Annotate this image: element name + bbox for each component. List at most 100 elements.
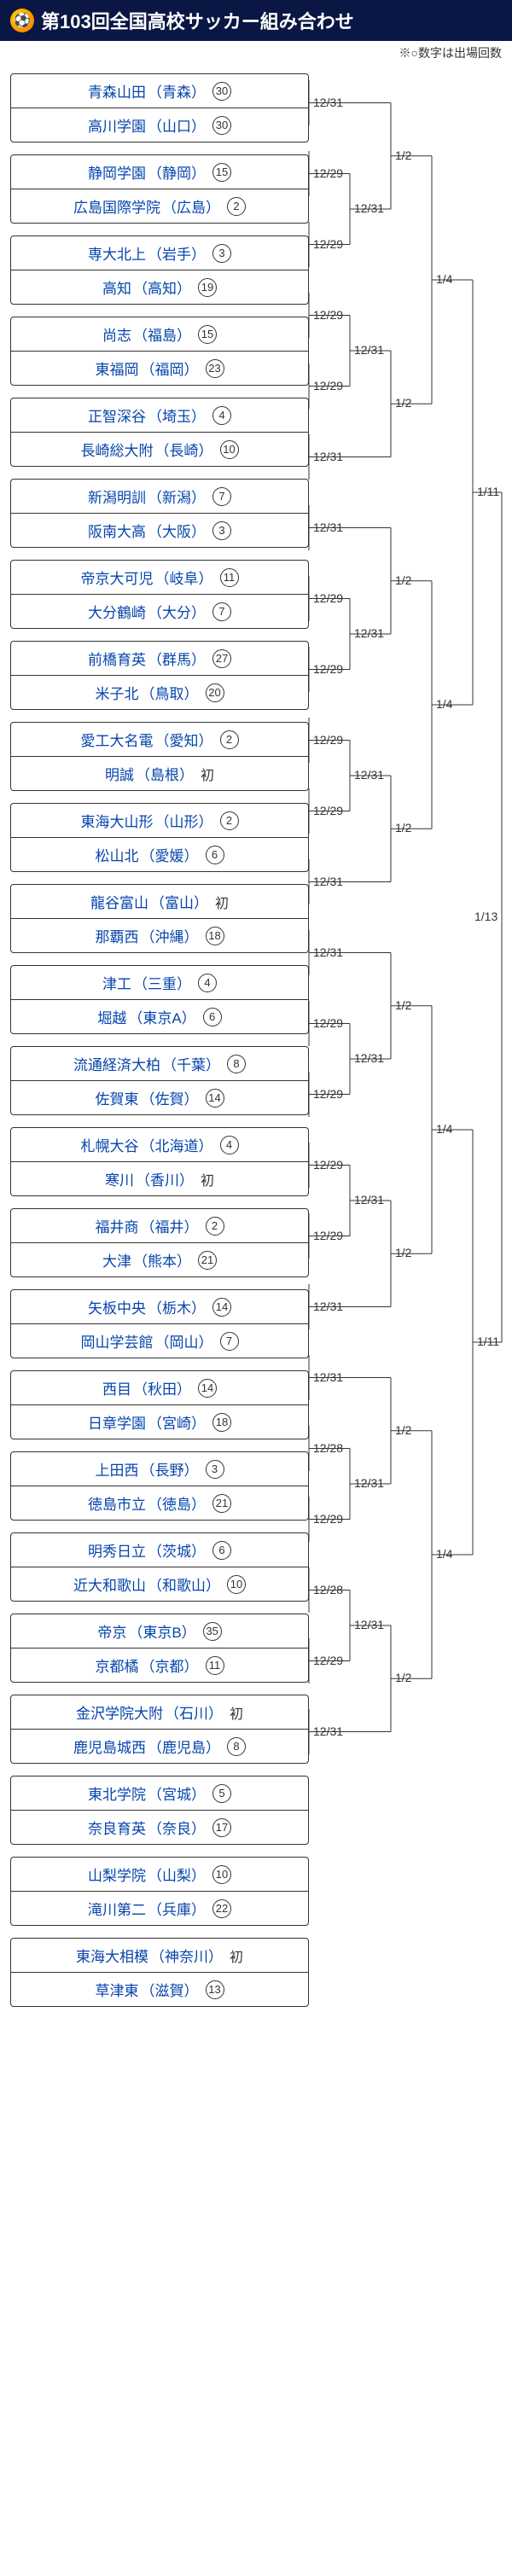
team-pref: （秋田）	[133, 1377, 191, 1398]
team-row: 奈良育英（奈良）17	[11, 1811, 308, 1844]
team-pref: （福島）	[133, 323, 191, 345]
team-pref: （宮崎）	[148, 1411, 206, 1433]
match-pair: 帝京（東京B）35京都橘（京都）11	[10, 1614, 309, 1683]
round1-date: 12/29	[313, 1158, 343, 1172]
team-pref: （香川）	[136, 1168, 194, 1189]
round1-date: 12/31	[313, 945, 343, 959]
round5-date: 1/11	[477, 485, 499, 498]
team-name: 尚志	[102, 323, 131, 345]
team-row: 金沢学院大附（石川）初	[11, 1695, 308, 1730]
team-row: 大津（熊本）21	[11, 1243, 308, 1276]
team-name: 長崎総大附	[81, 439, 154, 460]
match-pair: 東北学院（宮城）5奈良育英（奈良）17	[10, 1776, 309, 1845]
appearance-count: 30	[212, 82, 231, 101]
team-pref: （山口）	[148, 114, 206, 136]
team-name: 山梨学院	[88, 1864, 146, 1885]
appearance-count: 4	[198, 974, 217, 992]
team-pref: （三重）	[133, 972, 191, 993]
match-pair: 福井商（福井）2大津（熊本）21	[10, 1208, 309, 1277]
match-pair: 流通経済大柏（千葉） 8 佐賀東（佐賀）14	[10, 1046, 309, 1115]
match-pair: 上田西（長野）3徳島市立（徳島）21	[10, 1451, 309, 1521]
team-pref: （東京B）	[128, 1620, 195, 1642]
round3-date: 1/2	[395, 148, 411, 162]
team-name: 米子北	[96, 682, 139, 703]
round1-date: 12/31	[313, 520, 343, 534]
round3-date: 1/2	[395, 1671, 411, 1684]
round1-date: 12/29	[313, 166, 343, 180]
team-pref: （千葉）	[162, 1053, 220, 1074]
team-row: 高川学園（山口）30	[11, 108, 308, 142]
match-pair: 静岡学園（静岡）15広島国際学院（広島）2	[10, 154, 309, 224]
team-row: 東海大相模（神奈川）初	[11, 1939, 308, 1973]
team-pref: （徳島）	[148, 1492, 206, 1514]
round2-date: 12/31	[354, 1193, 384, 1207]
team-name: 高知	[102, 276, 131, 298]
team-pref: （奈良）	[148, 1817, 206, 1838]
appearance-count: 5	[212, 1784, 231, 1803]
team-pref: （茨城）	[148, 1539, 206, 1561]
round5-date: 1/11	[477, 1335, 499, 1348]
team-row: 佐賀東（佐賀）14	[11, 1081, 308, 1114]
appearance-count: 11	[206, 1656, 224, 1675]
appearance-count: 35	[203, 1622, 222, 1641]
appearance-count: 6	[203, 1008, 222, 1026]
team-name: 津工	[102, 972, 131, 993]
logo-icon: ⚽	[10, 9, 34, 32]
appearance-count: 15	[212, 163, 231, 182]
team-row: 大分鶴崎（大分）7	[11, 595, 308, 628]
round2-date: 12/31	[354, 768, 384, 782]
team-row: 鹿児島城西（鹿児島）8	[11, 1730, 308, 1763]
match-pair: 愛工大名電（愛知）2明誠（島根）初	[10, 722, 309, 791]
team-pref: （福井）	[141, 1215, 199, 1236]
team-pref: （兵庫）	[148, 1898, 206, 1919]
appearance-count: 20	[206, 683, 224, 702]
team-name: 徳島市立	[88, 1492, 146, 1514]
appearance-count: 18	[206, 927, 224, 945]
team-pref: （長野）	[141, 1458, 199, 1480]
first-appearance: 初	[230, 1945, 243, 1966]
team-name: 青森山田	[88, 80, 146, 102]
team-name: 札幌大谷	[81, 1134, 139, 1155]
appearance-count: 10	[212, 1865, 231, 1884]
team-pref: （埼玉）	[148, 404, 206, 426]
team-name: 新潟明訓	[88, 486, 146, 507]
team-pref: （東京A）	[128, 1006, 195, 1027]
round2-date: 12/31	[354, 1051, 384, 1065]
first-appearance: 初	[201, 764, 214, 784]
team-pref: （岡山）	[155, 1330, 213, 1352]
round1-date: 12/29	[313, 591, 343, 605]
appearance-count: 8	[227, 1055, 246, 1073]
team-row: 福井商（福井）2	[11, 1209, 308, 1243]
page-title: 第103回全国高校サッカー組み合わせ	[41, 7, 354, 34]
team-row: 東福岡（福岡）23	[11, 352, 308, 385]
round1-date: 12/29	[313, 1016, 343, 1030]
team-name: 広島国際学院	[73, 195, 160, 217]
team-name: 滝川第二	[88, 1898, 146, 1919]
team-pref: （愛知）	[155, 729, 213, 750]
team-pref: （新潟）	[148, 486, 206, 507]
round1-date: 12/29	[313, 379, 343, 393]
match-pair: 専大北上（岩手）3高知（高知）19	[10, 236, 309, 305]
round1-date: 12/29	[313, 237, 343, 251]
round3-date: 1/2	[395, 396, 411, 410]
subtitle: ※○数字は出場回数	[0, 41, 512, 65]
round1-date: 12/31	[313, 1724, 343, 1738]
appearance-count: 10	[227, 1575, 246, 1594]
team-pref: （佐賀）	[141, 1087, 199, 1108]
team-pref: （長崎）	[155, 439, 213, 460]
team-name: 堀越	[97, 1006, 126, 1027]
team-row: 津工（三重） 4	[11, 966, 308, 1000]
appearance-count: 2	[227, 197, 246, 216]
team-pref: （鹿児島）	[148, 1736, 220, 1757]
team-name: 大分鶴崎	[88, 601, 146, 622]
round4-date: 1/4	[436, 1547, 452, 1561]
appearance-count: 2	[206, 1217, 224, 1236]
team-row: 米子北（鳥取）20	[11, 676, 308, 709]
match-pair: 新潟明訓（新潟）7阪南大高（大阪）3	[10, 479, 309, 548]
round1-date: 12/31	[313, 96, 343, 109]
round3-date: 1/2	[395, 821, 411, 834]
team-name: 流通経済大柏	[73, 1053, 160, 1074]
match-pair: 前橋育英（群馬）27米子北（鳥取）20	[10, 641, 309, 710]
team-pref: （大阪）	[148, 520, 206, 541]
team-pref: （島根）	[136, 763, 194, 784]
